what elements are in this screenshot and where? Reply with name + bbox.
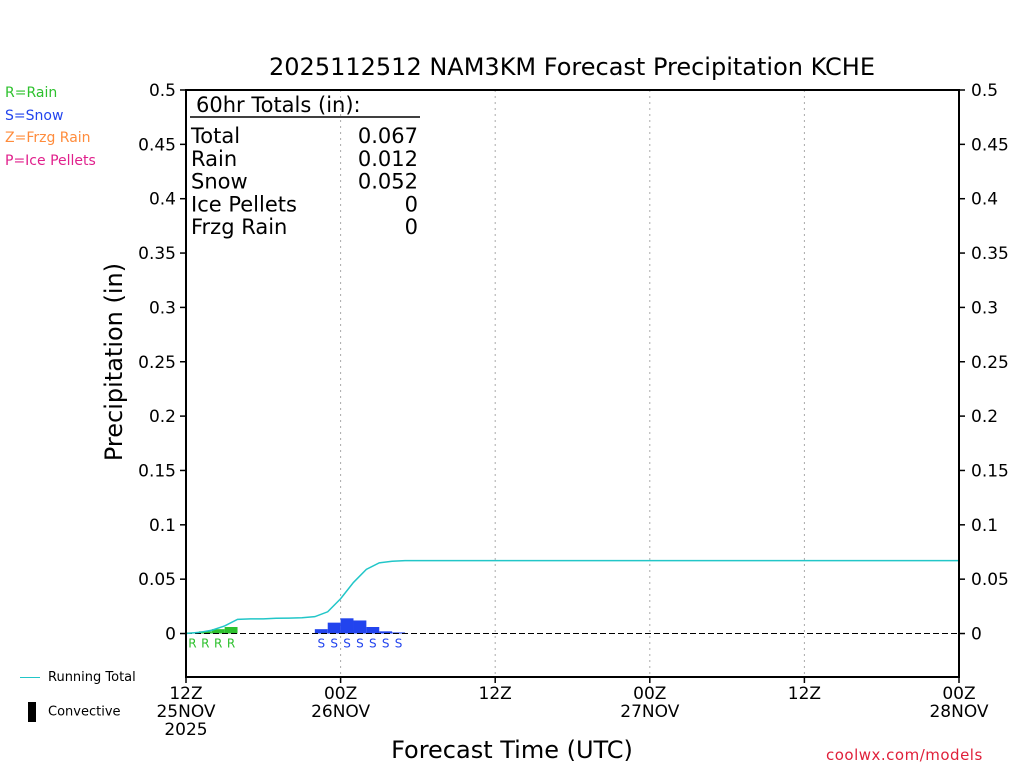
grid-lines: [340, 90, 805, 677]
precip-bar: [198, 631, 212, 634]
y-tick-label-left: 0.05: [138, 570, 176, 590]
precip-type-label: S: [395, 637, 403, 651]
x-axis-label: Forecast Time (UTC): [391, 736, 633, 764]
precip-type-label: S: [317, 637, 325, 651]
y-tick-label-left: 0.45: [138, 135, 176, 155]
y-tick-label-left: 0.25: [138, 353, 176, 373]
x-tick-label: 00Z: [633, 684, 666, 704]
y-tick-label-right: 0.3: [971, 298, 998, 318]
totals-value: 0: [405, 215, 418, 239]
precip-type-label: R: [227, 637, 235, 651]
totals-value: 0.012: [358, 147, 418, 171]
precip-type-label: R: [201, 637, 209, 651]
y-tick-label-left: 0: [165, 625, 176, 645]
totals-label: Frzg Rain: [191, 215, 287, 239]
x-tick-label: 2025: [164, 720, 207, 740]
precip-bar: [340, 618, 354, 634]
y-tick-label-right: 0.25: [971, 353, 1009, 373]
precip-bar: [314, 629, 328, 634]
totals-label: Rain: [191, 147, 237, 171]
totals-rows: Total 0.067 Rain 0.012 Snow 0.052 Ice Pellets 0…: [190, 124, 418, 239]
chart-title: 2025112512 NAM3KM Forecast Precipitation…: [269, 53, 875, 81]
precip-type-label: S: [343, 637, 351, 651]
precip-bar: [353, 620, 367, 634]
x-tick-label: 12Z: [169, 684, 202, 704]
credit-link[interactable]: coolwx.com/models: [826, 746, 983, 764]
totals-label: Ice Pellets: [191, 192, 297, 216]
precip-bar: [224, 626, 238, 634]
totals-value: 0.067: [358, 124, 418, 148]
precip-bar: [379, 631, 393, 634]
y-tick-label-right: 0.5: [971, 81, 998, 101]
running-total-swatch: [20, 677, 40, 678]
y-tick-label-left: 0.1: [149, 516, 176, 536]
x-tick-label: 25NOV: [156, 702, 215, 722]
precip-type-label: R: [214, 637, 222, 651]
totals-label: Total: [190, 124, 240, 148]
x-tick-label: 12Z: [788, 684, 821, 704]
x-tick-label: 27NOV: [620, 702, 679, 722]
running-total-line: [185, 559, 959, 635]
convective-legend: Convective: [28, 702, 121, 722]
y-tick-label-right: 0.4: [971, 190, 998, 210]
x-tick-label: 00Z: [324, 684, 357, 704]
totals-heading: 60hr Totals (in):: [196, 93, 361, 117]
precip-bar: [392, 632, 406, 634]
legend-frzg-rain: Z=Frzg Rain: [5, 130, 91, 146]
y-axis-label: Precipitation (in): [100, 263, 128, 461]
y-tick-label-left: 0.5: [149, 81, 176, 101]
totals-value: 0.052: [358, 170, 418, 194]
y-axis-ticks: 0 00.05 0.050.1 0.10.15 0.150.2 0.20.25 0.250.…: [138, 81, 1009, 645]
y-tick-label-left: 0.4: [149, 190, 176, 210]
precip-type-label: S: [330, 637, 338, 651]
convective-swatch: [28, 702, 36, 722]
totals-box: 60hr Totals (in): Total 0.067 Rain 0.012 Sno…: [190, 93, 420, 239]
precip-type-label: R: [188, 637, 196, 651]
running-total-legend-label: Running Total: [48, 670, 136, 685]
precip-type-label: S: [382, 637, 390, 651]
y-tick-label-right: 0.1: [971, 516, 998, 536]
y-tick-label-right: 0.15: [971, 461, 1009, 481]
legend-snow: S=Snow: [5, 107, 64, 124]
x-tick-label: 12Z: [479, 684, 512, 704]
plot-frame: [185, 89, 960, 678]
y-tick-label-right: 0.2: [971, 407, 998, 427]
y-tick-label-left: 0.2: [149, 407, 176, 427]
x-tick-label: 28NOV: [929, 702, 988, 722]
convective-legend-label: Convective: [48, 704, 121, 720]
running-total-legend: Running Total: [20, 670, 136, 685]
x-tick-label: 00Z: [942, 684, 975, 704]
y-tick-label-right: 0.35: [971, 244, 1009, 264]
y-tick-label-left: 0.15: [138, 461, 176, 481]
y-tick-label-right: 0.05: [971, 570, 1009, 590]
y-tick-label-left: 0.35: [138, 244, 176, 264]
totals-value: 0: [405, 192, 418, 216]
x-tick-label: 26NOV: [311, 702, 370, 722]
legend-ice-pellets: P=Ice Pellets: [5, 152, 96, 169]
precip-bar: [366, 626, 380, 634]
precip-bars: [186, 618, 406, 634]
y-tick-label-left: 0.3: [149, 298, 176, 318]
precip-type-legend: R=Rain S=Snow Z=Frzg Rain P=Ice Pellets: [5, 82, 96, 172]
y-tick-label-right: 0: [971, 625, 982, 645]
precip-type-label: S: [369, 637, 377, 651]
precip-bar: [327, 622, 341, 634]
y-tick-label-right: 0.45: [971, 135, 1009, 155]
precip-bar: [211, 629, 225, 634]
precip-type-label: S: [356, 637, 364, 651]
totals-label: Snow: [191, 170, 248, 194]
legend-rain: R=Rain: [5, 85, 58, 101]
